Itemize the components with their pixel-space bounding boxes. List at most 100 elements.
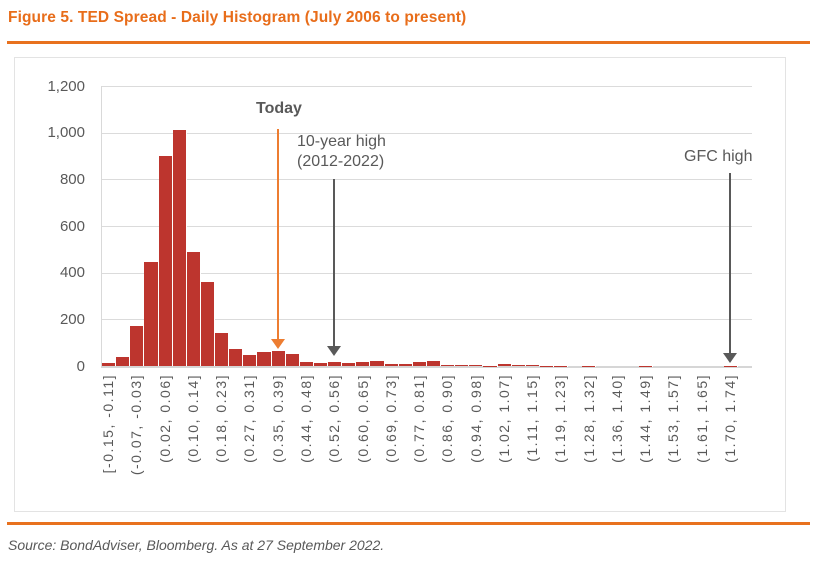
histogram-bar [356, 361, 371, 366]
ten-year-high-arrow-head [327, 346, 342, 356]
histogram-bar [144, 262, 159, 366]
x-axis-tick-label: (-0.07, -0.03] [128, 374, 145, 476]
ten-year-high-arrow-icon [327, 179, 342, 356]
histogram-bar [426, 360, 441, 366]
x-axis-tick-label: (1.36, 1.40] [608, 374, 625, 463]
x-axis-labels: [-0.15, -0.11] (-0.07, -0.03] (0.02, 0.06]… [94, 374, 744, 509]
histogram-bar [200, 282, 215, 366]
x-axis-tick: (0.44, 0.48] [292, 374, 320, 509]
histogram-bar [130, 326, 145, 366]
histogram-bar [102, 362, 117, 366]
histogram-bar [328, 362, 343, 366]
x-axis-tick-label: (1.53, 1.57] [665, 374, 682, 463]
x-axis-tick-label: (0.86, 0.90] [439, 374, 456, 463]
x-axis-tick-label: (0.02, 0.06] [156, 374, 173, 463]
x-axis-tick-label: (1.70, 1.74] [721, 374, 738, 463]
gfc-high-arrow-icon [722, 173, 737, 363]
x-axis-tick-label: (1.61, 1.65] [693, 374, 710, 463]
histogram-bar [257, 352, 272, 366]
histogram-bar [441, 364, 456, 366]
gridline [102, 86, 752, 87]
y-axis-tick-label: 400 [59, 264, 85, 282]
histogram-bars [102, 86, 752, 366]
histogram-bar [455, 364, 470, 366]
x-axis-tick-label: (1.19, 1.23] [552, 374, 569, 463]
x-axis-tick: (0.94, 0.98] [461, 374, 489, 509]
histogram-bar [511, 365, 526, 366]
histogram-bar [412, 362, 427, 366]
today-arrow-shaft [276, 129, 279, 339]
x-axis-tick-label: (0.77, 0.81] [411, 374, 428, 463]
y-axis-tick-label: 200 [59, 310, 85, 328]
histogram-bar [384, 363, 399, 366]
x-axis-tick-label: (0.27, 0.31] [241, 374, 258, 463]
histogram-bar [186, 251, 201, 366]
histogram-bar [370, 360, 385, 366]
histogram-bar [285, 353, 300, 366]
x-axis-tick-label: (0.18, 0.23] [213, 374, 230, 463]
histogram-bar [497, 364, 512, 366]
today-arrow-icon [270, 129, 285, 349]
x-axis-tick-label: (1.11, 1.15] [524, 374, 541, 462]
x-axis-tick: (0.77, 0.81] [405, 374, 433, 509]
x-axis-tick: (1.19, 1.23] [546, 374, 574, 509]
gfc-high-arrow-shaft [728, 173, 731, 353]
x-axis-tick: (1.11, 1.15] [518, 374, 546, 509]
x-axis-tick: (0.60, 0.65] [348, 374, 376, 509]
x-axis-tick: (0.02, 0.06] [151, 374, 179, 509]
histogram-bar [313, 362, 328, 366]
y-axis-tick-label: 800 [59, 170, 85, 188]
x-axis-tick-label: (0.94, 0.98] [467, 374, 484, 463]
chart-area: 1,200 1,000 800 600 400 200 0 [-0.15, -0.11] (-… [14, 57, 786, 512]
x-axis-tick: (0.27, 0.31] [235, 374, 263, 509]
x-axis-tick: (0.10, 0.14] [179, 374, 207, 509]
y-axis-tick-label: 600 [59, 217, 85, 235]
x-axis-tick: [-0.15, -0.11] [94, 374, 122, 509]
y-axis-tick-label: 1,200 [47, 77, 85, 95]
x-axis-tick: (0.86, 0.90] [433, 374, 461, 509]
ten-year-high-annotation-label: 10-year high (2012-2022) [297, 132, 386, 172]
x-axis-tick: (1.70, 1.74] [716, 374, 744, 509]
x-axis-tick: (0.69, 0.73] [377, 374, 405, 509]
x-axis-tick: (0.35, 0.39] [264, 374, 292, 509]
y-axis-tick-label: 1,000 [47, 124, 85, 142]
x-axis-tick: (1.02, 1.07] [490, 374, 518, 509]
figure-title: Figure 5. TED Spread - Daily Histogram (… [8, 9, 467, 26]
x-axis-tick-label: (0.44, 0.48] [297, 374, 314, 463]
x-axis-tick-label: (0.69, 0.73] [382, 374, 399, 463]
histogram-bar [172, 130, 187, 366]
histogram-bar [116, 357, 131, 366]
histogram-bar [229, 348, 244, 366]
gridline [102, 132, 752, 134]
y-axis-tick-label: 0 [76, 357, 85, 375]
today-annotation-label: Today [256, 100, 302, 117]
histogram-bar [158, 156, 173, 366]
histogram-bar [398, 363, 413, 366]
x-axis-tick-label: [-0.15, -0.11] [100, 374, 117, 474]
x-axis-tick-label: (0.10, 0.14] [184, 374, 201, 463]
x-axis-tick-label: (0.35, 0.39] [269, 374, 286, 463]
x-axis-tick: (0.18, 0.23] [207, 374, 235, 509]
x-axis-tick-label: (0.52, 0.56] [326, 374, 343, 463]
x-axis-tick-label: (0.60, 0.65] [354, 374, 371, 463]
histogram-bar [299, 361, 314, 366]
x-axis-tick: (0.52, 0.56] [320, 374, 348, 509]
ten-year-high-arrow-shaft [333, 179, 336, 346]
y-axis-labels: 1,200 1,000 800 600 400 200 0 [15, 58, 93, 398]
histogram-bar [525, 365, 540, 366]
today-arrow-head [270, 339, 285, 349]
x-axis-tick: (-0.07, -0.03] [122, 374, 150, 509]
gridline [102, 319, 752, 321]
histogram-bar [215, 333, 230, 366]
x-axis-tick-label: (1.02, 1.07] [495, 374, 512, 463]
histogram-bar [243, 354, 258, 366]
x-axis-tick: (1.53, 1.57] [659, 374, 687, 509]
histogram-bar [469, 365, 484, 366]
bottom-divider [7, 522, 810, 525]
x-axis-tick-label: (1.44, 1.49] [637, 374, 654, 463]
gfc-high-arrow-head [722, 353, 737, 363]
x-axis-tick-label: (1.28, 1.32] [580, 374, 597, 463]
source-note: Source: BondAdviser, Bloomberg. As at 27… [8, 537, 385, 553]
histogram-bar [271, 350, 286, 366]
